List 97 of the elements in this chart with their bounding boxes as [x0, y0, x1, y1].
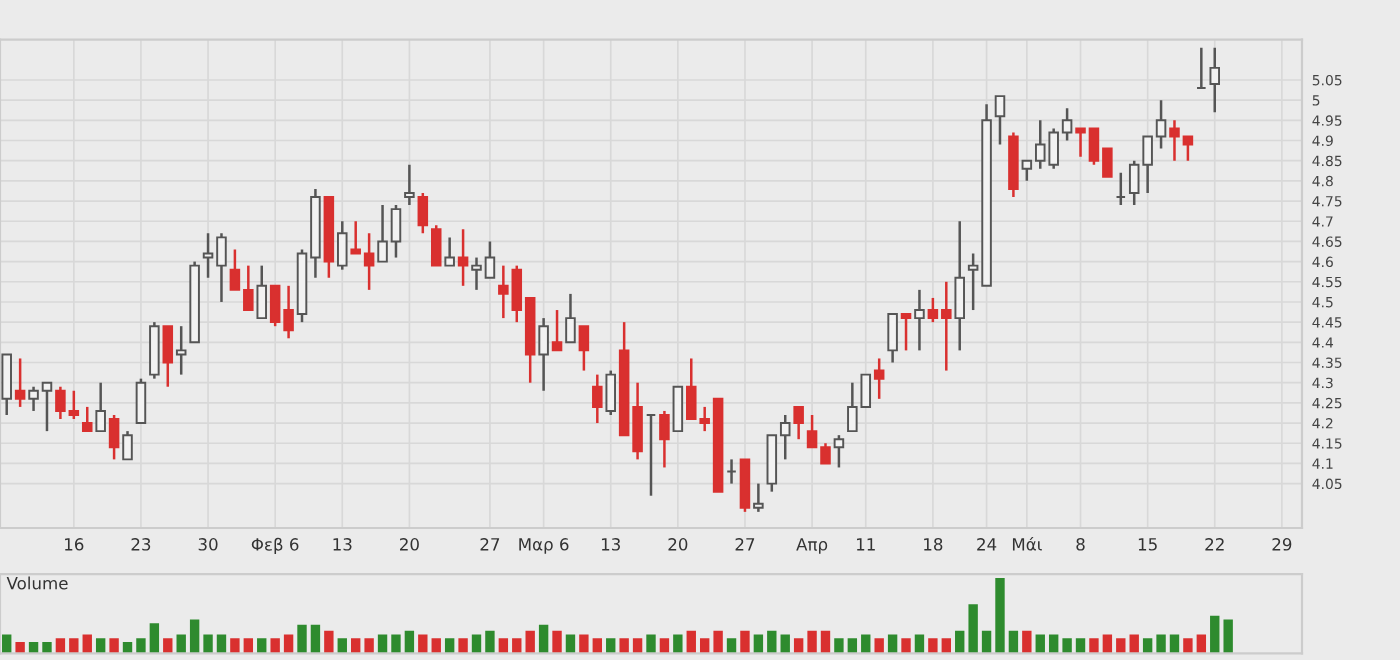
- bar: [15, 642, 25, 654]
- x-tick-label: 22: [1205, 538, 1224, 551]
- x-tick-label: Μάι: [1012, 537, 1042, 551]
- bar: [1223, 619, 1233, 654]
- candlestick: [954, 219, 965, 352]
- bar: [1210, 615, 1220, 654]
- candlestick: [175, 324, 187, 376]
- candlestick: [404, 163, 415, 207]
- candlestick: [162, 324, 174, 388]
- candlestick: [256, 264, 268, 320]
- candlestick: [887, 312, 898, 364]
- bar: [1089, 638, 1099, 654]
- bar: [109, 638, 119, 654]
- candlestick: [444, 236, 455, 267]
- candlestick: [793, 405, 804, 441]
- candlestick: [565, 292, 576, 344]
- candlestick: [659, 409, 670, 469]
- bar: [310, 624, 321, 654]
- bar: [968, 604, 978, 654]
- bar: [525, 630, 535, 654]
- candlestick: [430, 224, 442, 267]
- candlestick: [14, 357, 26, 409]
- candlestick: [95, 381, 106, 433]
- bar: [673, 634, 683, 654]
- candlestick: [592, 373, 603, 425]
- candlestick: [551, 308, 563, 352]
- bar: [834, 638, 844, 654]
- bar: [324, 630, 334, 654]
- bar: [740, 630, 750, 654]
- x-tick-label: 23: [131, 538, 151, 551]
- candlestick: [900, 312, 912, 352]
- bar: [995, 577, 1005, 654]
- bar: [230, 638, 240, 654]
- bar: [579, 634, 589, 654]
- bar: [69, 638, 79, 654]
- candlestick: [605, 369, 616, 417]
- bar: [646, 634, 656, 654]
- candlestick: [135, 377, 147, 425]
- bar: [136, 638, 146, 654]
- x-tick-label: 13: [601, 538, 620, 551]
- x-tick-label: Φεβ 6: [251, 537, 299, 554]
- bar: [928, 638, 938, 654]
- chart-title: Volume: [6, 576, 68, 590]
- bar: [485, 630, 495, 654]
- candlestick: [122, 429, 133, 461]
- candlestick: [417, 191, 429, 235]
- bar: [552, 630, 562, 654]
- x-tick-label: 8: [1076, 538, 1085, 551]
- bar: [713, 630, 723, 654]
- bar: [203, 634, 213, 654]
- x-tick-label: 16: [65, 538, 84, 551]
- x-tick-label: 13: [333, 538, 352, 551]
- bar: [619, 638, 629, 654]
- candlestick: [672, 385, 684, 433]
- bar: [391, 634, 401, 654]
- x-tick-label: 11: [856, 538, 875, 551]
- bar: [1062, 638, 1072, 654]
- candlestick: [1, 353, 12, 417]
- bar: [42, 642, 52, 654]
- bar: [1156, 634, 1166, 654]
- candlestick: [538, 316, 549, 393]
- candlestick: [833, 433, 845, 469]
- bar: [538, 624, 549, 654]
- x-tick-label: 29: [1272, 538, 1292, 551]
- x-tick-label: 24: [977, 538, 997, 551]
- candlestick: [457, 228, 469, 288]
- bar: [364, 638, 374, 654]
- bar: [807, 630, 817, 654]
- candlestick: [873, 357, 885, 401]
- x-tick-label: 18: [924, 538, 943, 551]
- bar: [189, 619, 200, 654]
- x-tick-label: Μαρ 6: [519, 538, 569, 554]
- bar: [1183, 638, 1193, 654]
- candlestick: [914, 288, 925, 352]
- bar: [874, 638, 884, 654]
- bar: [270, 638, 280, 654]
- candlestick: [337, 219, 348, 271]
- x-tick-label: 20: [668, 538, 688, 551]
- bar: [149, 623, 160, 654]
- bar: [1022, 630, 1032, 654]
- bar: [901, 638, 911, 654]
- x-tick-label: 27: [735, 538, 755, 551]
- bar: [458, 638, 468, 654]
- bar: [418, 634, 428, 654]
- candlestick: [994, 94, 1006, 146]
- candlestick: [81, 405, 93, 433]
- x-tick-label: Απρ: [796, 538, 828, 554]
- x-tick-label: 20: [400, 538, 419, 551]
- x-tick-label: 30: [198, 538, 218, 551]
- candlestick: [753, 482, 764, 514]
- candlestick: [1209, 46, 1221, 114]
- candlestick: [108, 413, 120, 461]
- x-tick-label: 27: [480, 538, 500, 551]
- candlestick: [578, 324, 590, 372]
- bar: [767, 630, 777, 654]
- x-tick-label: 15: [1138, 538, 1157, 551]
- bar: [297, 624, 307, 654]
